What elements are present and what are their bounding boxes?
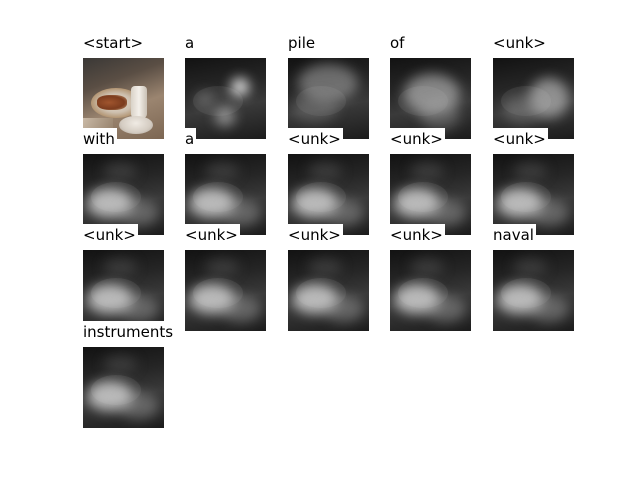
attention-map [288, 58, 369, 139]
attention-map [83, 250, 164, 331]
attention-highlight [308, 162, 342, 180]
attention-highlight [87, 284, 133, 314]
attention-highlight [426, 200, 466, 226]
attention-cell: <unk> [83, 224, 164, 331]
attention-cell: a [185, 32, 266, 139]
attention-highlight [529, 200, 569, 226]
attention-cell: pile [288, 32, 369, 139]
attention-highlight [529, 78, 569, 118]
attention-map [390, 154, 471, 235]
photo-food [97, 95, 127, 110]
attention-map [185, 250, 266, 331]
attention-highlight [231, 78, 249, 96]
attention-highlight [394, 188, 440, 218]
attention-highlight [410, 258, 444, 276]
word-label: <unk> [288, 224, 343, 246]
attention-map [288, 250, 369, 331]
attention-highlight [221, 296, 261, 322]
attention-cell: <unk> [288, 128, 369, 235]
attention-map [185, 154, 266, 235]
word-label: of [390, 32, 407, 54]
word-label: <unk> [288, 128, 343, 150]
photo-bowl [119, 116, 153, 134]
attention-map [390, 250, 471, 331]
attention-highlight [189, 284, 235, 314]
attention-map [493, 58, 574, 139]
attention-highlight [394, 284, 440, 314]
attention-highlight [103, 162, 137, 180]
attention-highlight [324, 296, 364, 322]
attention-cell: a [185, 128, 266, 235]
attention-highlight [298, 64, 358, 102]
attention-cell: <unk> [185, 224, 266, 331]
attention-highlight [497, 188, 543, 218]
attention-highlight [119, 296, 159, 322]
attention-highlight [292, 94, 338, 122]
attention-highlight [404, 74, 460, 114]
word-label: <unk> [390, 224, 445, 246]
attention-highlight [503, 96, 543, 124]
attention-cell: of [390, 32, 471, 139]
attention-highlight [189, 188, 235, 218]
source-photo [83, 58, 164, 139]
word-label: instruments [83, 321, 176, 343]
attention-cell: naval [493, 224, 574, 331]
attention-highlight [292, 284, 338, 314]
attention-highlight [513, 162, 547, 180]
attention-map [493, 250, 574, 331]
attention-map [185, 58, 266, 139]
attention-highlight [215, 108, 235, 126]
attention-highlight [119, 393, 159, 419]
word-label: <unk> [493, 32, 548, 54]
attention-map [288, 154, 369, 235]
attention-map-scene [296, 86, 346, 116]
word-label: <unk> [493, 128, 548, 150]
attention-highlight [513, 258, 547, 276]
attention-highlight [197, 92, 213, 106]
attention-cell: <unk> [390, 128, 471, 235]
attention-highlight [308, 258, 342, 276]
attention-map [83, 347, 164, 428]
word-label: <start> [83, 32, 146, 54]
attention-highlight [205, 258, 239, 276]
word-label: <unk> [185, 224, 240, 246]
attention-cell: <start> [83, 32, 164, 139]
word-label: <unk> [390, 128, 445, 150]
attention-highlight [87, 381, 133, 411]
word-label: with [83, 128, 117, 150]
attention-highlight [529, 296, 569, 322]
attention-highlight [410, 162, 444, 180]
attention-highlight [103, 258, 137, 276]
attention-cell: <unk> [493, 32, 574, 139]
attention-map-background [288, 58, 369, 139]
attention-highlight [426, 296, 466, 322]
attention-highlight [324, 200, 364, 226]
attention-cell: <unk> [390, 224, 471, 331]
attention-map [390, 58, 471, 139]
attention-highlight [292, 188, 338, 218]
word-label: <unk> [83, 224, 138, 246]
attention-highlight [205, 162, 239, 180]
attention-highlight [103, 355, 137, 373]
photo-cup [131, 86, 147, 118]
attention-map [493, 154, 574, 235]
attention-cell: instruments [83, 321, 176, 428]
attention-cell: <unk> [288, 224, 369, 331]
word-label: a [185, 32, 197, 54]
attention-cell: with [83, 128, 164, 235]
word-label: a [185, 128, 197, 150]
attention-highlight [420, 100, 460, 130]
attention-cell: <unk> [493, 128, 574, 235]
word-label: pile [288, 32, 318, 54]
word-label: naval [493, 224, 536, 246]
attention-highlight [119, 200, 159, 226]
attention-highlight [87, 188, 133, 218]
attention-map [83, 154, 164, 235]
attention-highlight [221, 200, 261, 226]
attention-highlight [497, 284, 543, 314]
